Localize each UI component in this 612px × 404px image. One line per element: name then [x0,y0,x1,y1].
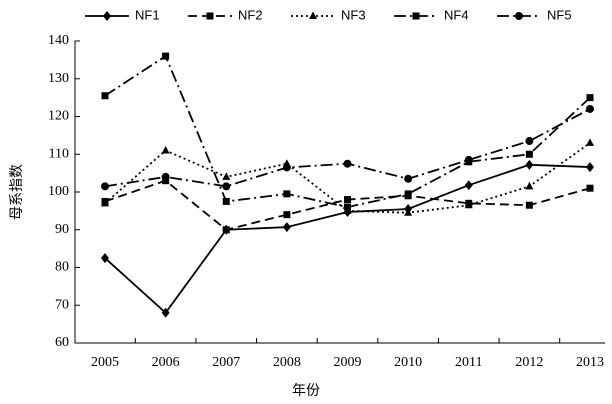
x-tick-label: 2005 [91,355,119,370]
y-tick-label: 70 [55,297,69,312]
x-tick-label: 2010 [394,355,422,370]
y-tick-label: 90 [55,222,69,237]
y-tick-label: 130 [48,71,69,86]
data-point [525,159,534,170]
legend-marker [412,12,420,20]
legend-label: NF1 [135,7,160,22]
data-point [101,182,109,191]
data-point [282,222,291,233]
y-tick-label: 60 [55,335,69,350]
data-point [283,190,291,198]
series-line [104,108,591,188]
data-point [464,200,473,209]
data-point [344,196,351,204]
x-tick-label: 2006 [152,355,180,370]
legend-marker [515,12,523,20]
data-point [162,52,170,60]
data-point [586,94,594,102]
data-point [525,181,534,190]
legend-marker [103,11,111,21]
data-point [464,155,473,164]
x-tick-label: 2007 [212,355,240,370]
data-point [161,145,170,154]
data-point [101,92,109,100]
data-point [283,211,291,219]
data-point [222,197,230,205]
data-point [222,172,231,180]
legend-label: NF3 [341,7,366,22]
data-point [464,180,473,191]
data-point [586,162,594,173]
x-tick-label: 2013 [576,355,604,370]
y-axis-label: 母系指数 [9,164,25,220]
legend-marker [309,11,317,19]
y-tick-label: 110 [49,146,69,161]
data-point [404,190,412,198]
data-point [343,159,352,168]
data-point [222,182,231,191]
y-tick-label: 80 [55,260,69,275]
data-point [101,198,109,207]
data-point [282,163,291,172]
data-point [404,208,413,216]
data-point [344,203,351,211]
y-tick-label: 120 [48,109,69,124]
x-tick-label: 2008 [273,355,301,370]
data-point [404,174,413,183]
legend-label: NF5 [547,7,572,22]
data-point [525,150,533,158]
data-point [586,184,594,192]
x-tick-label: 2009 [334,355,362,370]
data-point [525,137,534,146]
legend-label: NF4 [444,7,469,22]
legend-marker [206,12,214,20]
data-point [161,172,170,181]
data-point [586,138,594,146]
legend-label: NF2 [238,7,263,22]
data-point [222,226,230,234]
series-line [104,163,591,315]
y-tick-label: 140 [48,33,69,48]
data-point [586,104,594,113]
data-point [525,201,533,209]
data-point [161,307,170,318]
series-line [104,54,591,209]
y-tick-label: 100 [48,184,69,199]
x-tick-label: 2012 [515,355,543,370]
data-point [101,253,109,264]
x-axis-label: 年份 [292,383,320,399]
x-tick-label: 2011 [455,355,482,370]
